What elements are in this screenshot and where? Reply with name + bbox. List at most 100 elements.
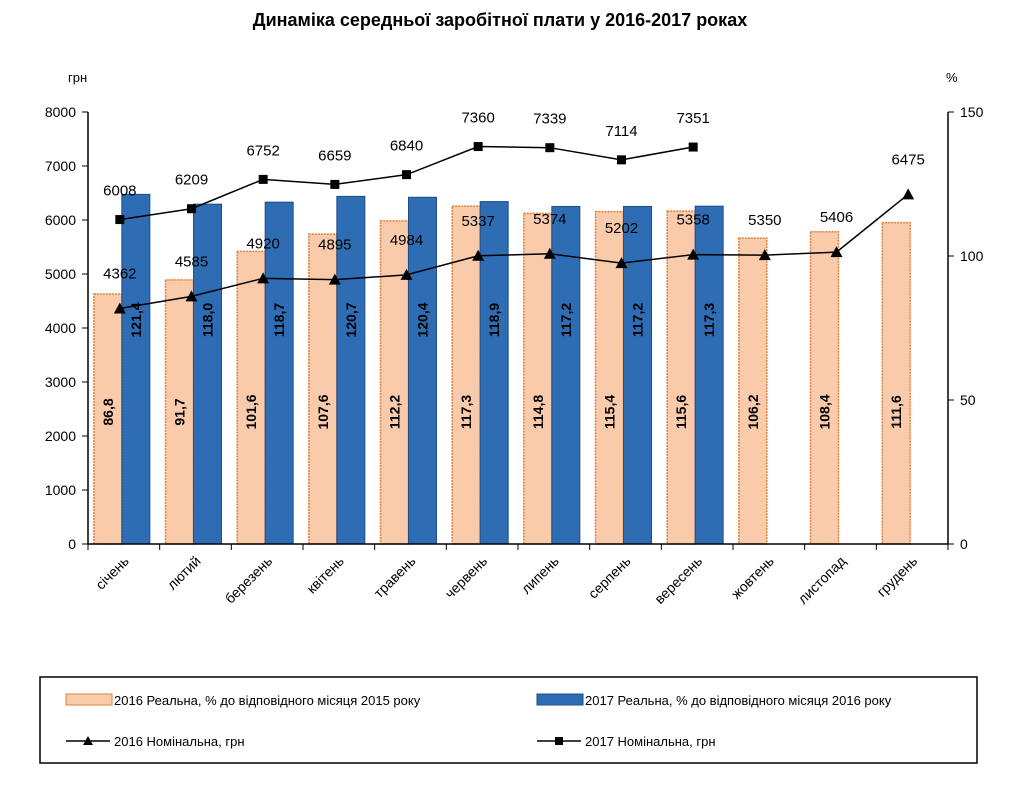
left-tick-label: 4000 — [45, 320, 76, 336]
bar-label: 114,8 — [530, 395, 546, 429]
x-tick-label: вересень — [651, 553, 705, 607]
bar-2016 — [666, 210, 696, 545]
left-tick-label: 7000 — [45, 158, 76, 174]
bar-label: 120,4 — [415, 302, 431, 337]
point-label: 4984 — [390, 232, 423, 249]
legend-label: 2016 Реальна, % до відповідного місяця 2… — [114, 693, 421, 708]
bar-label: 101,6 — [243, 394, 259, 429]
line-2016 — [119, 193, 909, 310]
bar-label: 115,6 — [673, 395, 689, 429]
bar-label: 115,4 — [602, 395, 618, 429]
left-tick-label: 3000 — [45, 374, 76, 390]
left-tick-label: 1000 — [45, 482, 76, 498]
bar-label: 117,2 — [630, 303, 646, 337]
bar-2016 — [308, 233, 338, 545]
legend-label: 2017 Реальна, % до відповідного місяця 2… — [585, 693, 892, 708]
point-label: 5406 — [820, 209, 853, 226]
square-marker — [617, 155, 626, 165]
bar-label: 118,9 — [486, 303, 502, 337]
x-tick-label: лютий — [164, 553, 204, 593]
bar-2017 — [694, 205, 724, 545]
square-marker — [115, 215, 125, 225]
left-tick-label: 8000 — [45, 104, 76, 120]
point-label: 4585 — [175, 253, 208, 270]
bar-2016 — [379, 220, 410, 545]
triangle-marker — [472, 249, 485, 261]
bar-label: 86,8 — [100, 398, 116, 425]
triangle-marker — [257, 272, 270, 284]
x-tick-label: жовтень — [728, 553, 777, 602]
left-tick-label: 2000 — [45, 428, 76, 444]
right-tick-label: 0 — [960, 536, 968, 552]
x-tick-label: липень — [518, 553, 562, 597]
triangle-marker — [328, 273, 341, 285]
bar-2017 — [193, 203, 222, 545]
legend-square-marker — [555, 737, 563, 745]
bar-label: 91,7 — [172, 398, 188, 425]
x-tick-label: травень — [370, 553, 418, 601]
x-tick-label: серпень — [585, 553, 634, 602]
legend-swatch — [536, 693, 584, 706]
bar-label: 117,3 — [701, 303, 717, 337]
point-label: 5358 — [676, 212, 709, 229]
x-tick-label: січень — [92, 553, 132, 593]
legend-label: 2017 Номінальна, грн — [585, 734, 716, 749]
bar-2016 — [881, 221, 911, 545]
bar-2016 — [523, 212, 553, 545]
point-label: 4895 — [318, 237, 351, 254]
bar-2017 — [408, 196, 437, 545]
right-axis-unit: % — [946, 70, 958, 85]
point-label: 6840 — [390, 138, 423, 155]
point-label: 5202 — [605, 220, 638, 237]
point-label: 5374 — [533, 211, 566, 228]
right-tick-label: 50 — [960, 392, 976, 408]
bar-2017 — [623, 205, 652, 545]
x-tick-label: листопад — [794, 553, 848, 607]
bar-2017 — [121, 193, 151, 545]
bar-label: 111,6 — [888, 395, 904, 429]
bar-label: 108,4 — [817, 394, 833, 429]
point-label: 6209 — [175, 172, 208, 189]
bar-label: 121,4 — [128, 302, 144, 337]
triangle-marker — [758, 249, 771, 261]
left-tick-label: 0 — [68, 536, 76, 552]
triangle-marker — [400, 268, 413, 280]
legend — [39, 676, 978, 764]
point-label: 6659 — [318, 147, 351, 164]
point-label: 6008 — [103, 183, 136, 200]
bar-2017 — [479, 201, 509, 545]
point-label: 7360 — [461, 110, 494, 127]
x-tick-label: червень — [442, 553, 491, 602]
point-label: 5350 — [748, 212, 781, 229]
point-label: 6752 — [246, 142, 279, 159]
bar-2017 — [336, 195, 366, 545]
triangle-marker — [113, 302, 126, 314]
bar-label: 107,6 — [315, 394, 331, 429]
point-label: 7351 — [676, 110, 709, 127]
square-marker — [187, 204, 196, 214]
legend-triangle-marker — [83, 736, 93, 745]
x-tick-label: грудень — [873, 553, 920, 600]
bar-label: 117,2 — [558, 303, 574, 337]
square-marker — [473, 142, 483, 152]
bar-2017 — [264, 201, 294, 545]
x-tick-label: березень — [222, 553, 276, 607]
square-marker — [545, 143, 555, 153]
point-label: 7114 — [605, 123, 637, 140]
x-tick-label: квітень — [303, 553, 347, 597]
left-axis-unit: грн — [68, 70, 87, 85]
left-tick-label: 5000 — [45, 266, 76, 282]
bar-label: 112,2 — [387, 395, 403, 429]
bar-label: 120,7 — [343, 302, 359, 337]
point-label: 7339 — [533, 111, 566, 128]
bar-label: 118,0 — [200, 303, 216, 337]
square-marker — [330, 179, 340, 189]
legend-label: 2016 Номінальна, грн — [114, 734, 245, 749]
point-label: 4920 — [246, 235, 279, 252]
bar-label: 118,7 — [271, 303, 287, 337]
triangle-marker — [902, 188, 915, 200]
chart-title: Динаміка середньої заробітної плати у 20… — [253, 10, 747, 30]
right-tick-label: 100 — [960, 248, 984, 264]
